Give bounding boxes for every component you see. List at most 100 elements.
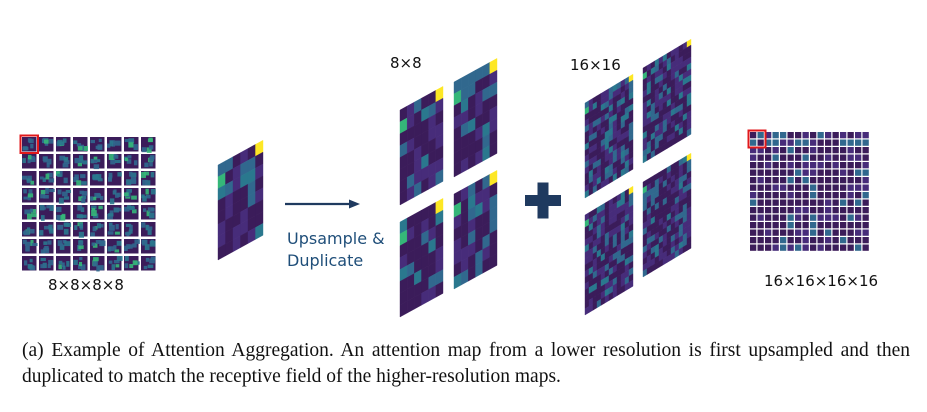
small-grid-tile [107,239,122,254]
large-grid-tile [810,222,817,229]
large-grid-tile [832,214,839,221]
large-grid-tile [757,184,764,191]
tile-blob [30,239,34,246]
mid-16x16-label: 16×16 [570,56,621,74]
duplicate-label: Duplicate [287,251,364,270]
tile-blob [22,239,27,245]
large-grid-tile [810,199,817,206]
large-grid-tile [795,184,802,191]
large-grid-tile [787,154,794,161]
tile-blob [47,264,51,269]
tile-blob [90,139,96,144]
tile-blob [27,157,31,164]
tile-blob [79,223,84,229]
tile-blob [40,194,46,199]
tile-blob [30,155,35,161]
tile-blob [56,214,61,221]
tile-blob [109,140,114,147]
large-grid-tile [780,132,787,139]
tile-blob [147,264,154,269]
small-grid-tile [56,239,71,254]
tile-blob [124,138,129,143]
tile-blob [93,156,98,160]
small-grid-tile [124,154,139,169]
large-grid-tile [847,154,854,161]
plus-icon-vertical [537,182,549,219]
large-grid-tile [757,207,764,214]
tile-blob [31,243,38,247]
large-grid-tile [832,237,839,244]
small-grid-tile [107,222,122,237]
large-grid-tile [840,237,847,244]
large-grid-tile [802,207,809,214]
tile-blob [146,210,151,217]
large-grid-tile [795,207,802,214]
large-grid-tile [772,139,779,146]
tile-blob [26,227,31,231]
tile-blob [126,205,131,209]
tile-blob [117,192,121,198]
large-grid-tile [757,237,764,244]
large-grid-tile [750,192,757,199]
tile-blob [90,158,95,164]
tile-blob [76,180,82,186]
large-grid-tile [832,177,839,184]
tile-blob [80,214,87,218]
small-attention-grid-8x8x8x8 [19,134,156,272]
large-grid-tile [825,199,832,206]
tile-blob [147,207,154,212]
small-grid-tile [56,256,71,271]
tile-blob [126,179,132,185]
large-grid-tile [840,199,847,206]
tile-blob [78,159,84,164]
large-grid-tile [840,139,847,146]
tile-blob [108,154,115,161]
tile-blob [43,194,49,199]
large-grid-tile [757,222,764,229]
large-grid-tile [750,207,757,214]
large-grid-tile [787,184,794,191]
small-grid-tile [22,222,37,237]
large-grid-tile [855,244,862,251]
tile-blob [27,263,33,269]
tile-blob [29,208,33,213]
tile-blob [131,195,137,200]
small-grid-tile [73,154,88,169]
large-grid-tile [862,169,869,176]
small-grid-tile [141,137,156,153]
tile-blob [43,241,48,245]
tile-blob [26,178,32,182]
tile-blob [73,140,78,145]
large-grid-tile [832,222,839,229]
large-grid-tile [750,222,757,229]
tile-blob [90,232,95,237]
heatmap-cell [489,253,498,270]
large-grid-tile [750,154,757,161]
tile-blob [141,147,147,153]
tile-blob [83,160,88,165]
tile-blob [124,263,129,269]
large-grid-tile [862,207,869,214]
tile-blob [78,264,83,269]
small-grid-tile [90,222,105,237]
large-grid-tile [855,214,862,221]
tile-blob [40,249,46,254]
large-grid-tile [855,192,862,199]
small-grid-tile [141,154,156,169]
tile-blob [28,189,33,194]
large-grid-tile [795,139,802,146]
tile-blob [98,205,103,210]
tile-blob [25,245,30,252]
large-grid-tile [862,177,869,184]
tile-blob [112,141,116,147]
large-grid-tile [862,237,869,244]
large-grid-tile [862,139,869,146]
large-grid-tile [795,132,802,139]
tile-blob [124,245,128,251]
large-grid-tile [750,184,757,191]
mid-8x8-label: 8×8 [390,54,422,72]
large-grid-tile [772,229,779,236]
tile-blob [96,193,101,198]
large-grid-tile [862,162,869,169]
tile-blob [63,156,69,161]
